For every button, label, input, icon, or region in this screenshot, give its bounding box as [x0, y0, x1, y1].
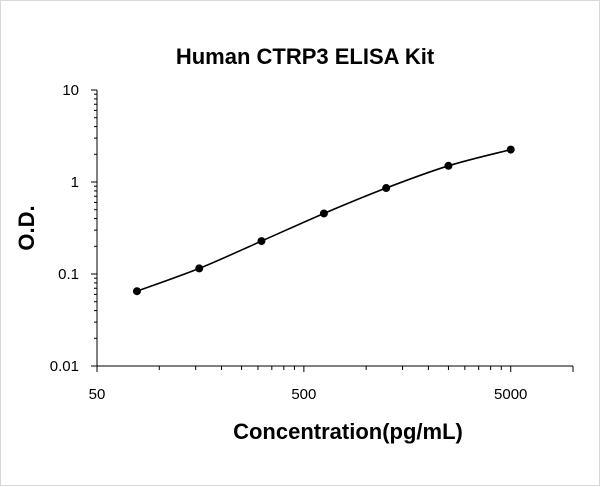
- data-point: [132, 287, 141, 296]
- data-point: [506, 145, 515, 154]
- y-tick-label: 1: [71, 174, 79, 191]
- data-point: [257, 237, 266, 246]
- x-tick-label: 5000: [494, 386, 527, 403]
- x-tick-label: 50: [89, 386, 106, 403]
- y-axis-label: O.D.: [14, 205, 39, 250]
- axes: [96, 90, 573, 367]
- series: [132, 145, 515, 296]
- data-point: [382, 184, 391, 193]
- y-tick-label: 0.1: [58, 266, 79, 283]
- chart-title: Human CTRP3 ELISA Kit: [176, 44, 435, 69]
- x-tick-label: 500: [291, 386, 316, 403]
- y-tick-label: 0.01: [50, 358, 79, 375]
- y-tick-label: 10: [62, 82, 79, 99]
- data-point: [319, 209, 328, 218]
- ticks: [91, 89, 574, 372]
- data-point: [444, 161, 453, 170]
- fit-curve: [136, 148, 511, 292]
- x-axis-label: Concentration(pg/mL): [233, 419, 463, 444]
- tick-labels: 0.01 0.1 1 10 50 500 5000: [50, 82, 528, 403]
- data-point: [195, 264, 204, 273]
